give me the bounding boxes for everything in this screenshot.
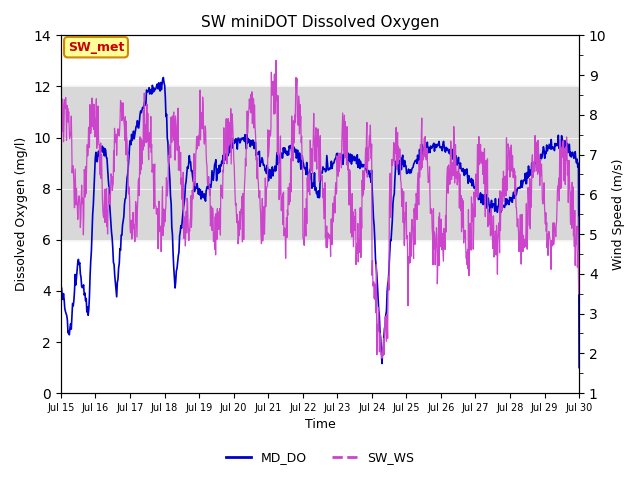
Legend: MD_DO, SW_WS: MD_DO, SW_WS	[221, 446, 419, 469]
Y-axis label: Wind Speed (m/s): Wind Speed (m/s)	[612, 158, 625, 270]
Text: SW_met: SW_met	[68, 41, 124, 54]
X-axis label: Time: Time	[305, 419, 335, 432]
Bar	[61, 86, 579, 240]
Title: SW miniDOT Dissolved Oxygen: SW miniDOT Dissolved Oxygen	[201, 15, 439, 30]
Y-axis label: Dissolved Oxygen (mg/l): Dissolved Oxygen (mg/l)	[15, 137, 28, 291]
